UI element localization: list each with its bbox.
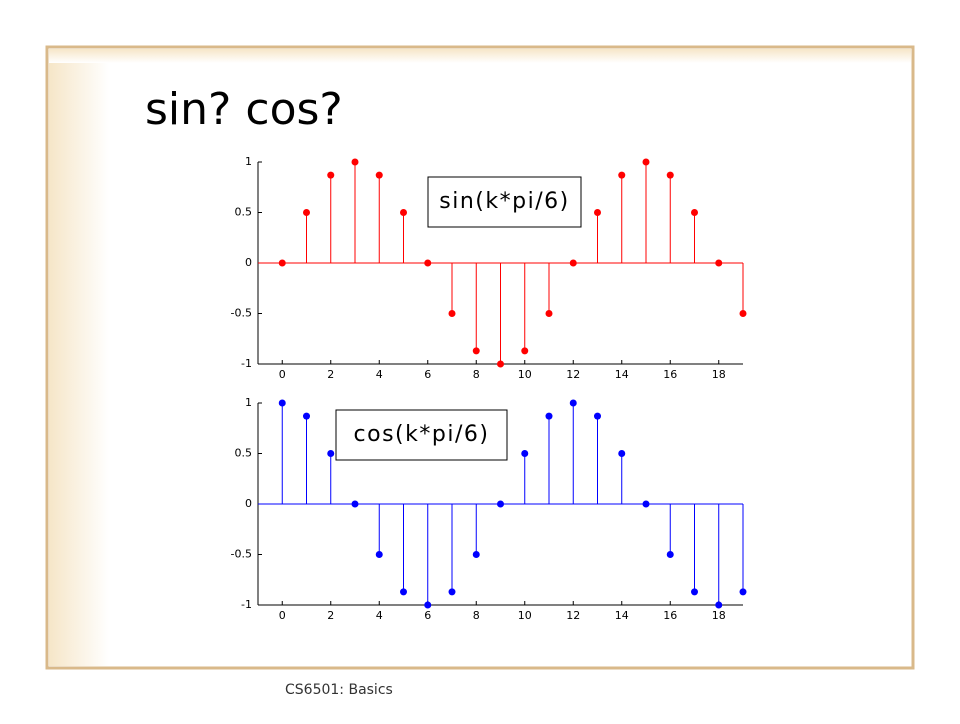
y-tick-label: 0 xyxy=(245,497,252,510)
stem-marker xyxy=(327,450,335,457)
stem-marker xyxy=(400,588,407,596)
annotation-box xyxy=(427,176,582,228)
stem-marker xyxy=(666,171,674,179)
x-tick-label: 0 xyxy=(279,368,286,381)
x-tick-label: 0 xyxy=(279,609,286,622)
stem-marker xyxy=(303,412,310,420)
y-tick-label: 0.5 xyxy=(235,206,253,219)
y-tick-label: 1 xyxy=(245,396,252,409)
x-tick-label: 4 xyxy=(376,609,383,622)
stem-marker xyxy=(448,310,456,317)
stem-marker xyxy=(739,588,747,596)
stem-marker xyxy=(375,551,383,558)
x-tick-label: 4 xyxy=(376,368,383,381)
y-tick-label: -0.5 xyxy=(231,548,252,561)
y-tick-label: -1 xyxy=(241,357,252,370)
x-tick-label: 12 xyxy=(566,609,580,622)
stem-marker xyxy=(545,310,553,317)
stem-marker xyxy=(278,399,286,407)
x-tick-label: 14 xyxy=(615,368,629,381)
stem-marker xyxy=(642,500,650,508)
x-tick-label: 12 xyxy=(566,368,580,381)
stem-marker xyxy=(594,412,601,420)
stem-marker xyxy=(327,171,335,179)
stem-marker xyxy=(472,551,480,558)
x-tick-label: 10 xyxy=(518,609,532,622)
stem-marker xyxy=(278,259,286,267)
x-tick-label: 8 xyxy=(473,609,480,622)
stem-marker xyxy=(569,259,577,267)
stem-marker xyxy=(715,601,723,609)
y-tick-label: -1 xyxy=(241,598,252,611)
stem-marker xyxy=(618,171,626,179)
x-tick-label: 16 xyxy=(663,609,677,622)
stem-marker xyxy=(569,399,577,407)
slide-title: sin? cos? xyxy=(145,84,343,135)
stem-marker xyxy=(545,412,553,420)
stem-marker xyxy=(642,158,650,166)
side-gradient xyxy=(49,49,109,666)
stem-marker xyxy=(351,158,359,166)
stem-marker xyxy=(472,347,480,355)
stem-marker xyxy=(521,450,529,457)
annotation-box xyxy=(335,409,508,461)
y-tick-label: -0.5 xyxy=(231,307,252,320)
y-tick-label: 1 xyxy=(245,155,252,168)
x-tick-label: 6 xyxy=(424,368,431,381)
stem-marker xyxy=(424,601,432,609)
y-tick-label: 0 xyxy=(245,256,252,269)
stem-marker xyxy=(375,171,383,179)
stem-marker xyxy=(691,588,698,596)
x-tick-label: 10 xyxy=(518,368,532,381)
x-tick-label: 6 xyxy=(424,609,431,622)
stem-marker xyxy=(618,450,626,457)
x-tick-label: 14 xyxy=(615,609,629,622)
stem-marker xyxy=(521,347,529,355)
stem-marker xyxy=(351,500,359,508)
x-tick-label: 16 xyxy=(663,368,677,381)
stem-marker xyxy=(424,259,432,267)
stem-marker xyxy=(739,310,747,317)
annotation: sin(k*pi/6) xyxy=(439,189,569,214)
stem-marker xyxy=(400,209,407,216)
stem-marker xyxy=(303,209,310,216)
y-tick-label: 0.5 xyxy=(235,447,253,460)
stem-marker xyxy=(497,500,504,508)
stem-marker xyxy=(448,588,456,596)
top-gradient xyxy=(49,49,911,63)
stem-marker xyxy=(691,209,698,216)
x-tick-label: 2 xyxy=(327,368,334,381)
stem-marker xyxy=(497,360,504,368)
stem-marker xyxy=(594,209,601,216)
stem-marker xyxy=(666,551,674,558)
annotation: cos(k*pi/6) xyxy=(354,422,490,447)
footer: CS6501: Basics xyxy=(285,682,393,698)
x-tick-label: 18 xyxy=(712,368,726,381)
stem-marker xyxy=(715,259,723,267)
x-tick-label: 8 xyxy=(473,368,480,381)
slide-frame xyxy=(45,45,915,670)
x-tick-label: 2 xyxy=(327,609,334,622)
x-tick-label: 18 xyxy=(712,609,726,622)
